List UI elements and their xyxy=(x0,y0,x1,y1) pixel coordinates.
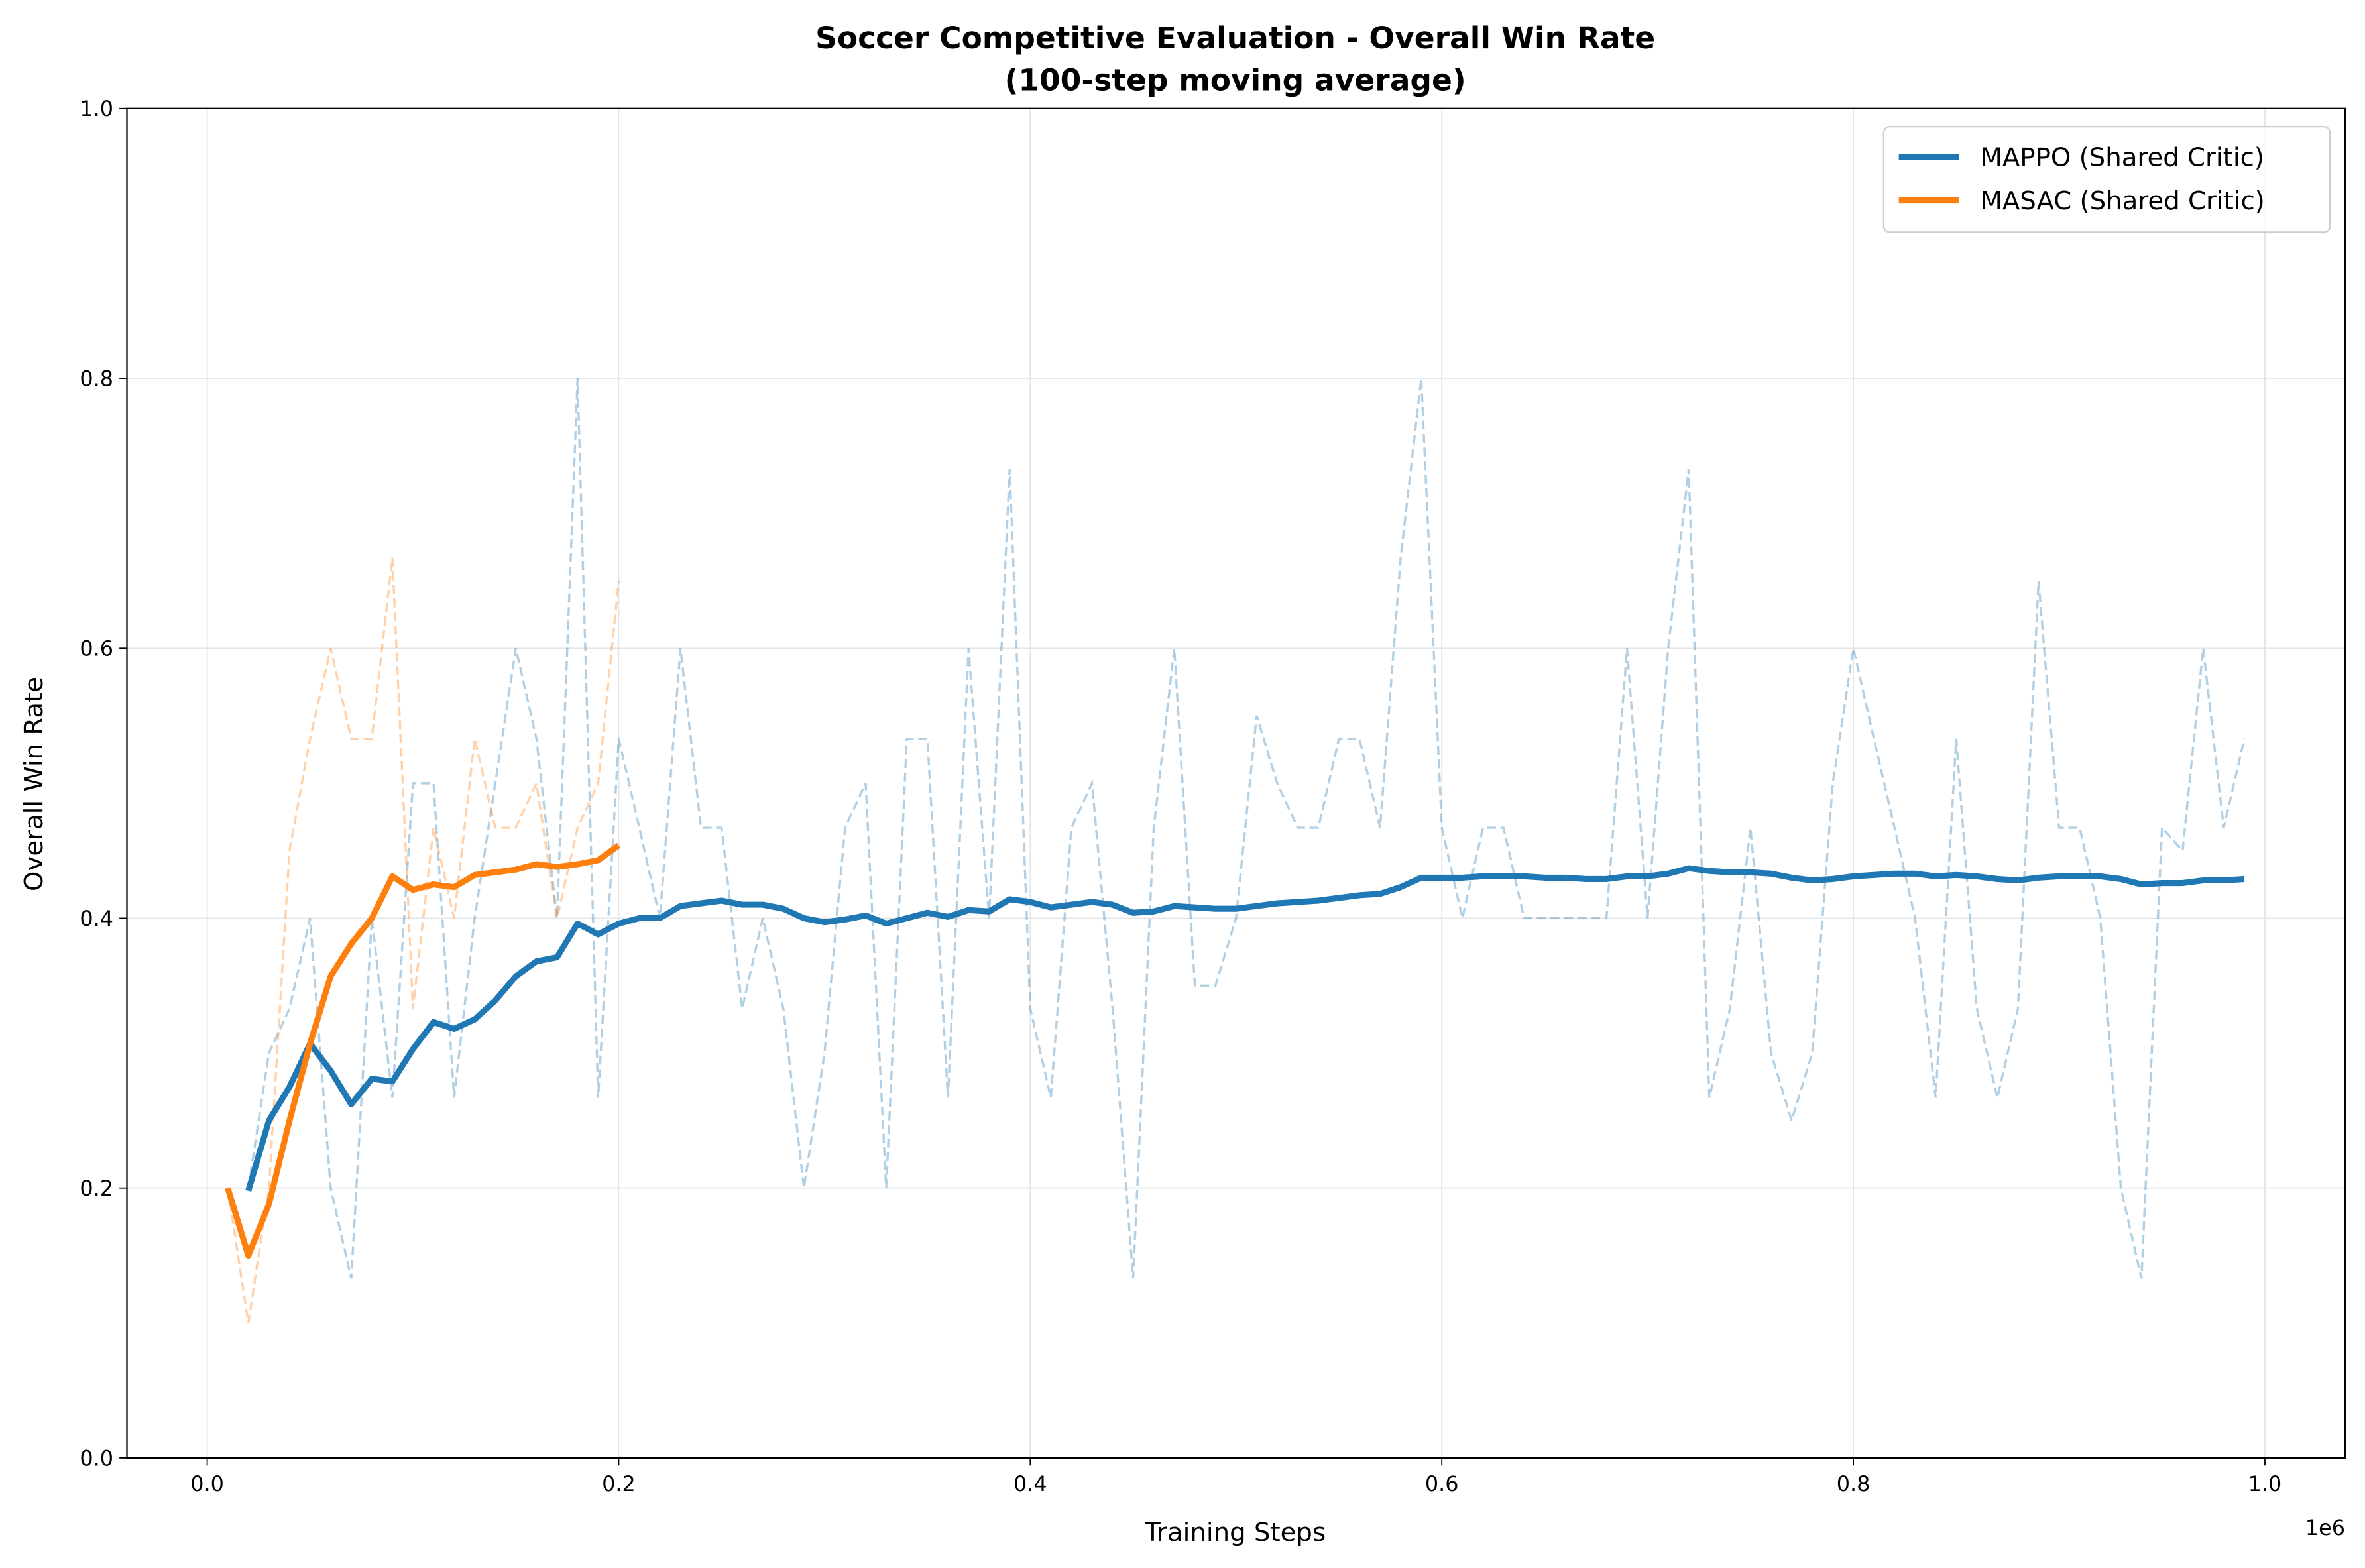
x-tick-label: 0.2 xyxy=(602,1471,636,1496)
chart-title: Soccer Competitive Evaluation - Overall … xyxy=(815,21,1655,56)
y-tick-label: 0.0 xyxy=(80,1445,113,1471)
x-tick-label: 1.0 xyxy=(2248,1471,2282,1496)
y-tick-label: 1.0 xyxy=(80,96,113,121)
y-tick-label: 0.2 xyxy=(80,1176,113,1201)
x-tick-label: 0.4 xyxy=(1013,1471,1047,1496)
x-tick-label: 0.0 xyxy=(190,1471,224,1496)
legend-box xyxy=(1882,125,2331,233)
plot-frame xyxy=(126,107,2346,1459)
raw-line xyxy=(247,378,2246,1279)
x-offset-label: 1e6 xyxy=(2305,1515,2345,1540)
chart-subtitle: (100-step moving average) xyxy=(1005,62,1466,97)
y-axis-label: Overall Win Rate xyxy=(19,677,49,891)
legend: MAPPO (Shared Critic) MASAC (Shared Criti… xyxy=(1882,125,2331,233)
x-tick-label: 0.6 xyxy=(1425,1471,1459,1496)
moving-average-line xyxy=(245,865,2245,1192)
legend-label: MASAC (Shared Critic) xyxy=(1980,186,2264,216)
raw-line xyxy=(226,557,620,1323)
legend-label: MAPPO (Shared Critic) xyxy=(1980,142,2264,172)
y-tick-label: 0.4 xyxy=(80,906,113,931)
y-tick-label: 0.6 xyxy=(80,636,113,661)
x-tick-label: 0.8 xyxy=(1837,1471,1871,1496)
moving-average-line xyxy=(225,842,621,1259)
y-tick-label: 0.8 xyxy=(80,366,113,391)
x-axis-label: Training Steps xyxy=(1144,1518,1326,1547)
